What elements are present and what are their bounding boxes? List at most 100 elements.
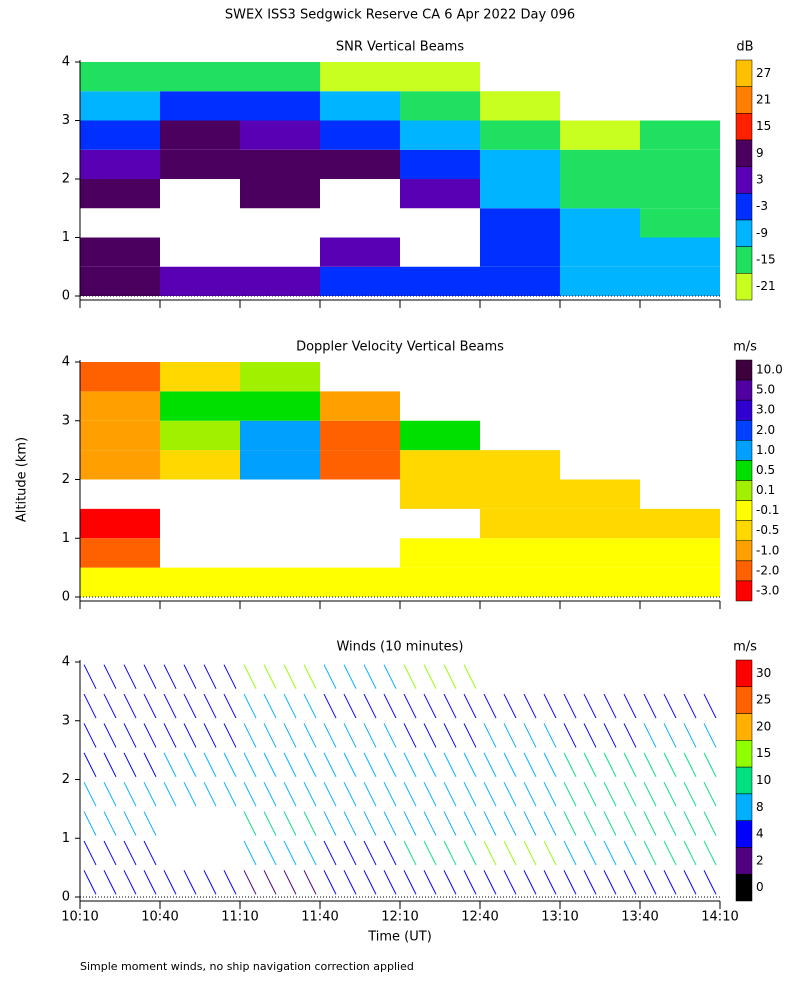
wind-barb [83, 781, 97, 807]
wind-barb [463, 693, 477, 719]
wind-barb [323, 811, 337, 836]
colorbar-label: 10.0 [756, 363, 783, 377]
wind-barb [403, 723, 417, 748]
wind-barb [583, 781, 597, 807]
wind-barb [523, 811, 537, 836]
wind-barb [663, 811, 677, 836]
wind-barb [363, 870, 377, 895]
wind-barb [403, 840, 417, 866]
wind-barb [183, 723, 197, 748]
wind-barb [283, 693, 297, 719]
wind-barb [303, 723, 317, 748]
wind-barb [83, 693, 97, 719]
colorbar-unit: dB [736, 40, 753, 55]
wind-barb [123, 870, 137, 895]
heatmap-cell [160, 391, 240, 421]
colorbar-label: 8 [756, 800, 764, 814]
wind-barb [383, 870, 397, 895]
wind-barb [603, 752, 617, 778]
heatmap-cell [640, 120, 720, 150]
wind-barb [483, 840, 497, 866]
wind-barb [703, 781, 717, 807]
wind-barb [283, 840, 297, 866]
wind-barb [423, 811, 437, 836]
colorbar-swatch [735, 273, 753, 301]
heatmap-cell [480, 179, 560, 209]
wind-barb [523, 693, 537, 719]
wind-barb [523, 723, 537, 748]
colorbar-label: -9 [756, 226, 768, 240]
wind-barb [643, 693, 657, 719]
y-tick-label: 3 [62, 713, 70, 728]
wind-barb [463, 664, 477, 689]
wind-barb [443, 840, 457, 866]
colorbar-label: 3 [756, 173, 764, 187]
colorbar-label: 3.0 [756, 403, 775, 417]
wind-barb [543, 840, 557, 866]
heatmap-cell [80, 450, 160, 480]
wind-barb [163, 664, 177, 689]
colorbar-label: -0.1 [756, 503, 779, 517]
heatmap-cell [400, 91, 480, 121]
colorbar-swatch [735, 460, 753, 481]
colorbar-label: 2 [756, 853, 764, 867]
colorbar-swatch [735, 713, 753, 741]
wind-barb [583, 723, 597, 748]
heatmap-cell [240, 179, 320, 209]
wind-barb [563, 723, 577, 748]
wind-barb [343, 723, 357, 748]
wind-barb [343, 781, 357, 807]
wind-barb [283, 811, 297, 836]
heatmap-cell [240, 62, 320, 92]
wind-barb [343, 752, 357, 778]
wind-barb [83, 870, 97, 895]
wind-barb [223, 723, 237, 748]
heatmap-cell [480, 208, 560, 238]
x-axis-label: Time (UT) [367, 930, 432, 945]
colorbar-label: -1.0 [756, 543, 779, 557]
colorbar-label: 0 [756, 880, 764, 894]
wind-barb [483, 752, 497, 778]
colorbar-swatch [735, 520, 753, 542]
colorbar-swatch [735, 820, 753, 848]
heatmap-cell [400, 538, 480, 568]
heatmap-cell [160, 91, 240, 121]
wind-barb [663, 723, 677, 748]
wind-barb [283, 870, 297, 895]
wind-barb [563, 811, 577, 836]
colorbar-label: 0.1 [756, 483, 775, 497]
wind-barb [423, 840, 437, 866]
heatmap-cell [480, 538, 560, 568]
y-axis-label: Altitude (km) [15, 437, 30, 522]
colorbar-swatch [735, 139, 753, 167]
wind-barb [243, 811, 257, 836]
colorbar-swatch [735, 659, 753, 688]
wind-barb [163, 781, 177, 807]
wind-barb [363, 723, 377, 748]
wind-barb [303, 840, 317, 866]
wind-barb [103, 723, 117, 748]
wind-barb [603, 693, 617, 719]
wind-barb [663, 693, 677, 719]
heatmap-cell [400, 450, 480, 480]
wind-barb [143, 781, 157, 807]
wind-barb [143, 723, 157, 748]
heatmap-cell [80, 420, 160, 451]
y-tick-label: 3 [62, 113, 70, 128]
heatmap-cell [400, 62, 480, 92]
heatmap-cell [160, 120, 240, 150]
wind-barb [543, 781, 557, 807]
colorbar-label: 4 [756, 827, 764, 841]
heatmap-cell [240, 391, 320, 421]
wind-barb [103, 811, 117, 836]
wind-barb [543, 811, 557, 836]
wind-barb [123, 811, 137, 836]
y-tick-label: 4 [62, 355, 70, 370]
wind-barb [263, 693, 277, 719]
wind-barb [183, 664, 197, 689]
x-tick-label: 13:10 [541, 910, 578, 925]
wind-barb [643, 811, 657, 836]
y-tick-label: 0 [62, 590, 70, 605]
colorbar-label: 25 [756, 693, 771, 707]
wind-barb [443, 781, 457, 807]
